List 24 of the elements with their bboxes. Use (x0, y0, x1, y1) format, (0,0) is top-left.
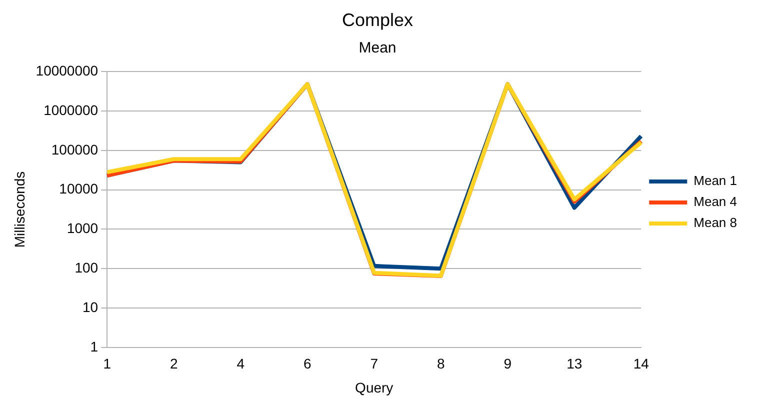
x-tick-label: 7 (370, 356, 378, 372)
x-tick-label: 2 (170, 356, 178, 372)
y-tick-label: 1000000 (44, 102, 98, 118)
legend-label: Mean 4 (694, 194, 738, 210)
y-tick-label: 100000 (51, 141, 98, 158)
y-tick-label: 1 (90, 338, 98, 354)
x-tick-label: 14 (633, 356, 650, 372)
x-tick-label: 8 (436, 356, 445, 372)
y-tick-label: 10000 (59, 180, 98, 197)
y-tick-label: 100 (74, 259, 98, 276)
chart-subtitle: Mean (358, 40, 396, 57)
legend-label: Mean 1 (694, 173, 738, 188)
x-tick-label: 9 (504, 356, 512, 372)
y-axis-title: Milliseconds (11, 171, 28, 248)
legend-label: Mean 8 (694, 215, 738, 230)
x-tick-label: 6 (303, 356, 312, 372)
chart-title: Complex (342, 10, 414, 30)
y-tick-label: 10 (82, 298, 98, 315)
x-tick-label: 4 (236, 356, 245, 372)
x-tick-label: 13 (566, 356, 582, 372)
y-tick-label: 10000000 (36, 62, 98, 78)
x-axis-title: Query (355, 379, 394, 396)
x-tick-label: 1 (103, 356, 112, 372)
y-tick-label: 1000 (66, 220, 98, 236)
